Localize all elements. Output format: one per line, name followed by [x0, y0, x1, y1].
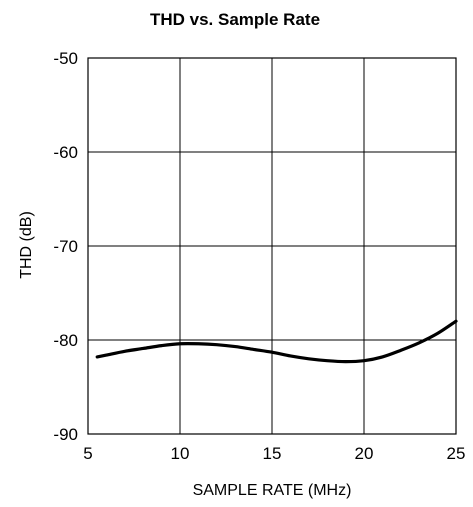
y-axis-label: THD (dB)	[18, 211, 35, 279]
x-tick-label: 15	[263, 444, 282, 463]
y-tick-labels: -50 -60 -70 -80 -90	[53, 49, 78, 444]
x-tick-label: 20	[355, 444, 374, 463]
series-line-thd	[95, 319, 458, 364]
x-tick-labels: 5 10 15 20 25	[83, 444, 465, 463]
y-tick-label: -60	[53, 143, 78, 162]
grid	[88, 58, 456, 434]
x-tick-label: 10	[171, 444, 190, 463]
series-layer	[95, 319, 458, 364]
y-tick-label: -50	[53, 49, 78, 68]
chart-title: THD vs. Sample Rate	[150, 10, 320, 29]
y-tick-label: -90	[53, 425, 78, 444]
y-tick-label: -70	[53, 237, 78, 256]
x-tick-label: 25	[447, 444, 466, 463]
y-tick-label: -80	[53, 331, 78, 350]
x-tick-label: 5	[83, 444, 92, 463]
x-axis-label: SAMPLE RATE (MHz)	[193, 482, 352, 499]
plot-frame	[87, 57, 457, 435]
